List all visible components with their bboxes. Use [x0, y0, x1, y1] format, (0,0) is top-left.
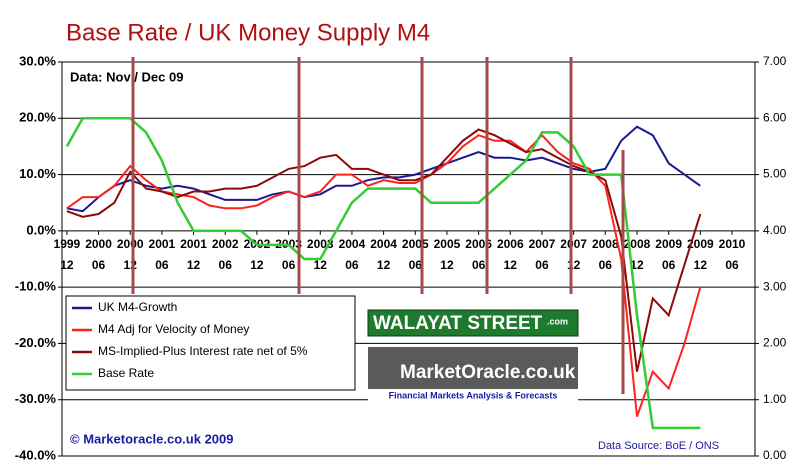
x-tick-label: 2005	[402, 237, 429, 251]
x-tick-label: 2006	[497, 237, 524, 251]
x-tick-sublabel: 06	[535, 258, 549, 272]
y2-tick-label: 1.00	[763, 392, 787, 406]
logo-suffix: .com	[547, 316, 568, 326]
y-tick-label: 30.0%	[19, 53, 56, 68]
y-tick-label: -40.0%	[15, 447, 57, 462]
logo-walayat: WALAYAT STREET .com	[367, 309, 579, 337]
chart-title: Base Rate / UK Money Supply M4	[66, 19, 430, 46]
x-tick-sublabel: 06	[662, 258, 676, 272]
logo-tagline: Financial Markets Analysis & Forecasts	[389, 390, 558, 400]
x-tick-sublabel: 06	[725, 258, 739, 272]
y-tick-label: 20.0%	[19, 110, 56, 125]
y2-tick-label: 7.00	[763, 54, 787, 68]
x-tick-label: 2009	[655, 237, 682, 251]
y-tick-label: 0.0%	[26, 222, 56, 237]
x-tick-sublabel: 12	[504, 258, 518, 272]
copyright: © Marketoracle.co.uk 2009	[70, 431, 234, 446]
logo-text: WALAYAT STREET	[373, 313, 543, 334]
x-tick-label: 2010	[719, 237, 746, 251]
x-tick-label: 2009	[687, 237, 714, 251]
x-tick-label: 2007	[529, 237, 556, 251]
y2-tick-label: 3.00	[763, 279, 787, 293]
x-tick-sublabel: 06	[219, 258, 233, 272]
logo-text: MarketOracle.co.uk	[400, 362, 576, 383]
x-tick-label: 2000	[85, 237, 112, 251]
x-tick-sublabel: 06	[599, 258, 613, 272]
x-tick-sublabel: 12	[187, 258, 201, 272]
x-tick-label: 2004	[339, 237, 366, 251]
y2-tick-label: 0.00	[763, 448, 787, 462]
x-tick-label: 2007	[560, 237, 587, 251]
y-tick-label: -10.0%	[15, 279, 57, 294]
y-tick-label: 10.0%	[19, 166, 56, 181]
x-tick-sublabel: 06	[345, 258, 359, 272]
x-tick-sublabel: 12	[567, 258, 581, 272]
y2-tick-label: 5.00	[763, 167, 787, 181]
x-tick-sublabel: 12	[377, 258, 391, 272]
x-tick-sublabel: 12	[694, 258, 708, 272]
legend: UK M4-Growth M4 Adj for Velocity of Money…	[65, 295, 356, 391]
y-tick-label: -30.0%	[15, 391, 57, 406]
x-tick-sublabel: 12	[314, 258, 328, 272]
x-tick-sublabel: 06	[155, 258, 169, 272]
y2-tick-label: 4.00	[763, 223, 787, 237]
legend-label: UK M4-Growth	[98, 300, 177, 314]
x-tick-label: 1999	[54, 237, 81, 251]
x-tick-sublabel: 12	[630, 258, 644, 272]
logo-marketoracle: MarketOracle.co.uk Financial Markets Ana…	[368, 347, 578, 403]
x-tick-sublabel: 06	[92, 258, 106, 272]
x-tick-label: 2008	[592, 237, 619, 251]
x-tick-label: 2001	[180, 237, 207, 251]
x-tick-sublabel: 12	[60, 258, 74, 272]
x-tick-sublabel: 06	[282, 258, 296, 272]
y2-tick-label: 2.00	[763, 336, 787, 350]
annotation-bars	[131, 57, 625, 394]
logo-band	[368, 389, 578, 403]
y-tick-label: -20.0%	[15, 335, 57, 350]
legend-label: M4 Adj for Velocity of Money	[98, 322, 249, 336]
x-tick-sublabel: 12	[124, 258, 138, 272]
y2-tick-label: 6.00	[763, 110, 787, 124]
x-tick-sublabel: 06	[472, 258, 486, 272]
x-tick-sublabel: 12	[250, 258, 264, 272]
x-tick-label: 2004	[370, 237, 397, 251]
subtitle: Data: Nov / Dec 09	[70, 69, 183, 84]
legend-label: MS-Implied-Plus Interest rate net of 5%	[98, 344, 308, 358]
x-tick-label: 2005	[434, 237, 461, 251]
x-tick-label: 2001	[149, 237, 176, 251]
x-tick-sublabel: 12	[440, 258, 454, 272]
logo-box	[367, 309, 579, 337]
x-tick-label: 2000	[117, 237, 144, 251]
x-tick-label: 2002	[212, 237, 239, 251]
legend-label: Base Rate	[98, 366, 154, 380]
series-line	[65, 117, 701, 430]
source: Data Source: BoE / ONS	[598, 440, 719, 452]
legend-box	[65, 295, 356, 391]
plot: 30.0% 20.0% 10.0% 0.0% -10.0% -20.0% -30.0% -40…	[15, 53, 787, 462]
x-tick-sublabel: 06	[409, 258, 423, 272]
